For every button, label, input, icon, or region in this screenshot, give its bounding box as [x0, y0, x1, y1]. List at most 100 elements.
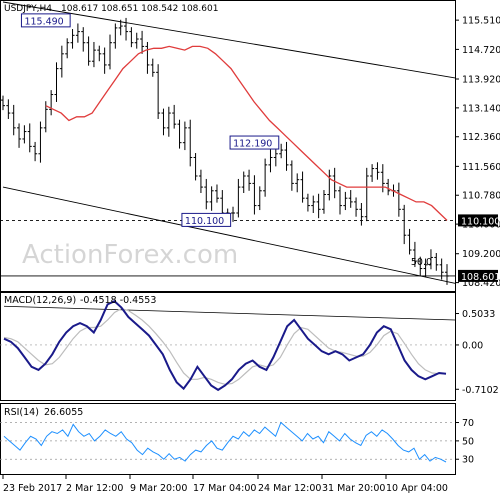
trend-line: [2, 186, 456, 284]
ohlc-bar: [161, 108, 166, 136]
price-line-label: 110.100: [461, 216, 500, 227]
ohlc-bar: [241, 171, 246, 194]
ohlc-bar: [359, 203, 364, 226]
ohlc-bar: [134, 32, 139, 49]
ohlc-bar: [407, 228, 412, 255]
ohlc-bar: [316, 193, 321, 219]
ohlc-bar: [321, 190, 326, 214]
rsi-label: RSI(14): [4, 407, 39, 418]
ohlc-bar: [1, 95, 5, 111]
macd-trend-line: [3, 305, 456, 321]
ohlc-bar: [177, 119, 182, 149]
trend-line: [2, 1, 456, 79]
ohlc-bar: [236, 178, 241, 218]
ohlc-bar: [70, 29, 75, 49]
ohlc-bar: [204, 178, 209, 210]
ohlc-bar: [91, 41, 96, 68]
time-tick-label: 10 Apr 04:00: [386, 483, 448, 494]
ohlc-bar: [145, 41, 150, 74]
macd-label: MACD(12,26,9): [4, 295, 76, 306]
ohlc-bar: [268, 149, 273, 173]
ohlc-bar: [370, 164, 375, 182]
time-tick-label: 17 Mar 04:00: [193, 483, 256, 494]
ohlc-bar: [11, 104, 16, 136]
rsi-tick-label: 50: [462, 436, 474, 447]
ohlc-bar: [198, 169, 203, 194]
ohlc-bar: [38, 121, 43, 163]
ohlc-bar: [338, 186, 343, 215]
ohlc-bar: [129, 27, 134, 48]
ohlc-bar: [289, 160, 294, 191]
ohlc-bar: [172, 104, 177, 129]
time-axis: 23 Feb 2017 2 Mar 12:00 9 Mar 20:00 17 Mar …: [2, 475, 448, 494]
ohlc-bar: [257, 186, 262, 211]
ohlc-bar: [396, 182, 401, 217]
ohlc-bar: [65, 38, 70, 59]
ohlc-bar: [279, 143, 284, 159]
horizontal-price-lines: [0, 219, 455, 277]
ohlc-bar: [156, 64, 161, 119]
ohlc-bar: [412, 241, 417, 268]
ohlc-bar: [434, 252, 439, 271]
ohlc-bar: [263, 158, 268, 197]
ohlc-bar: [59, 45, 64, 78]
price-line-tag: [458, 214, 498, 227]
symbol-label: USDJPY,H4: [4, 4, 52, 14]
time-tick-label: 9 Mar 20:00: [130, 483, 187, 494]
rsi-levels: [0, 422, 455, 460]
rsi-line: [3, 421, 447, 463]
ohlc-bar: [305, 193, 310, 212]
ohlc-bar: [284, 141, 289, 171]
price-trend-lines: [2, 1, 456, 284]
ohlc-bar: [354, 197, 359, 217]
price-annotations: 115.490 112.190 110.100 50.0: [20, 13, 432, 268]
ohlc-bar: [380, 164, 385, 193]
ohlc-bar: [428, 249, 433, 270]
ohlc-bar: [343, 191, 348, 211]
ohlc-bar: [33, 141, 38, 162]
rsi-tick-label: 30: [462, 455, 474, 466]
watermark: ActionForex.com: [22, 240, 238, 270]
macd-values: -0.4518 -0.4553: [80, 295, 156, 306]
price-tick-label: 112.360: [462, 132, 500, 143]
ohlc-bar: [86, 36, 91, 66]
ohlc-bar: [231, 206, 236, 222]
ohlc-bar: [140, 30, 145, 54]
ohlc-bar: [150, 58, 155, 77]
price-tick-label: 111.560: [462, 162, 500, 173]
ohlc-bar: [81, 27, 86, 52]
price-tick-label: 108.420: [462, 278, 500, 289]
macd-tick-label: 0.00: [462, 340, 483, 351]
rsi-value: 26.6055: [44, 407, 83, 418]
ohlc-bar: [295, 173, 300, 193]
price-tick-label: 110.780: [462, 191, 500, 202]
price-tick-label: 113.140: [462, 103, 500, 114]
ohlc-bar: [182, 121, 187, 151]
ohlc-bar: [348, 190, 353, 208]
price-line-label: 108.601: [461, 272, 500, 283]
ohlc-bar: [209, 186, 214, 211]
ohlc-bar: [273, 149, 278, 167]
ohlc-bar: [166, 106, 171, 137]
macd-line: [3, 300, 447, 392]
ohlc-bar: [214, 184, 219, 203]
time-tick-label: 2 Mar 12:00: [66, 483, 123, 494]
ohlc-bar: [102, 47, 107, 74]
price-axis: 115.510 114.720 113.920 113.140 112.360 111.5…: [455, 16, 500, 289]
price-tick-label: 113.920: [462, 74, 500, 85]
ohlc-bar: [311, 195, 316, 214]
annotation-box: [229, 135, 280, 150]
ohlc-bar: [193, 153, 198, 181]
annotation-label: 112.190: [233, 139, 272, 150]
macd-tick-label: -0.7102: [462, 385, 499, 396]
ohlc-bar: [75, 23, 80, 43]
annotation-label: 115.490: [24, 16, 63, 27]
annotation-box: [181, 212, 232, 227]
rsi-panel: [0, 403, 456, 475]
ohlc-bar: [332, 167, 337, 199]
time-tick-label: 23 Feb 2017: [3, 483, 62, 494]
macd-signal-line: [3, 308, 446, 385]
ohlc-bar: [300, 171, 305, 203]
moving-average-line: [45, 45, 448, 221]
